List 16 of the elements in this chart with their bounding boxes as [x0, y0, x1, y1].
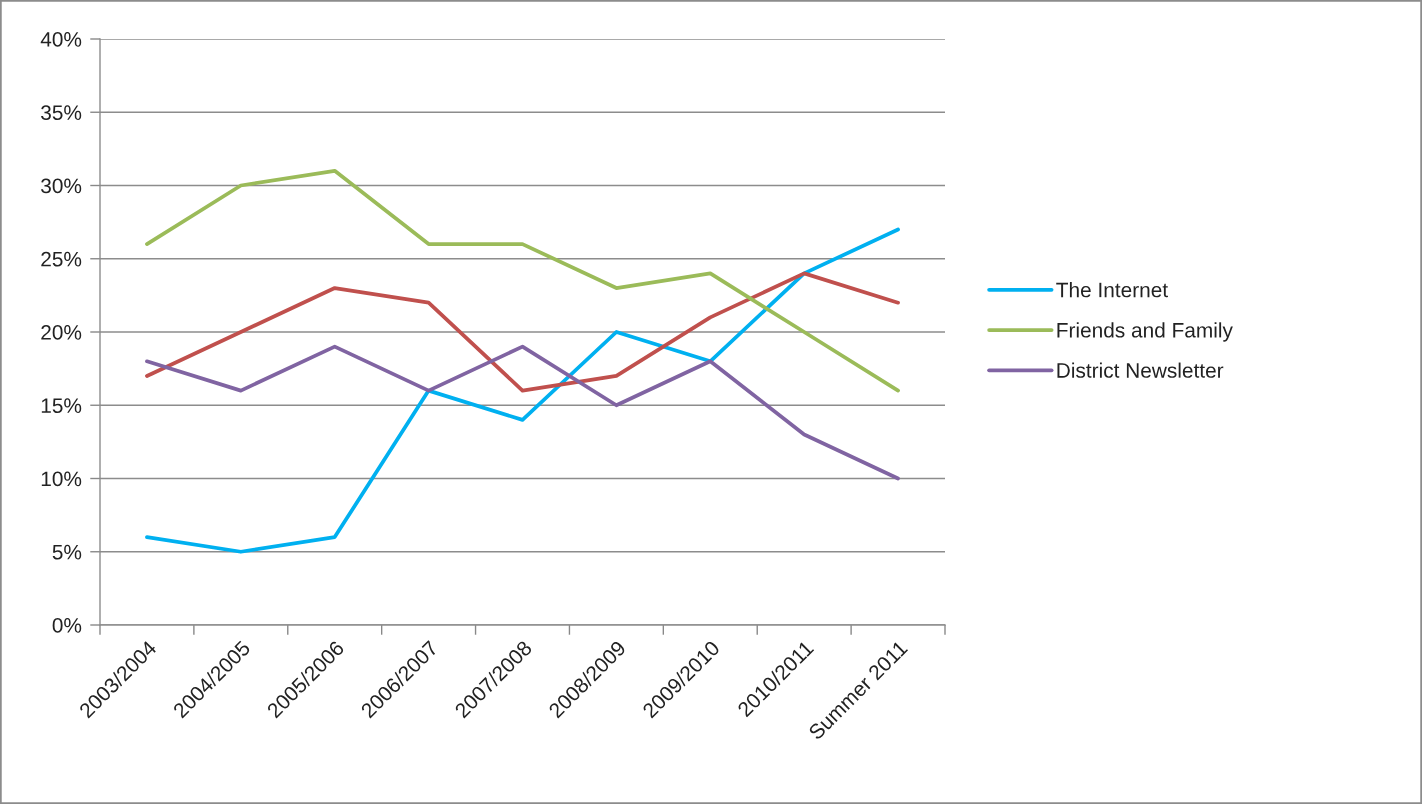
- legend-label: The Internet: [1056, 282, 1168, 298]
- y-tick-label: 25%: [41, 251, 82, 267]
- line-series: [145, 168, 900, 393]
- y-tick-label: 0%: [52, 618, 82, 633]
- legend-label: Friends and Family: [1057, 322, 1233, 342]
- y-tick-label: 30%: [41, 178, 82, 194]
- y-tick-label: 20%: [41, 325, 82, 340]
- legend-label: District Newsletter: [1057, 362, 1224, 378]
- line-series: [145, 227, 900, 554]
- y-tick-label: 15%: [41, 398, 82, 413]
- y-tick-label: 40%: [40, 32, 82, 47]
- y-tick-label: 35%: [41, 105, 82, 120]
- y-tick-label: 10%: [41, 471, 82, 487]
- line-series: [145, 271, 900, 393]
- line-series: [145, 344, 900, 481]
- y-tick-label: 5%: [52, 544, 82, 560]
